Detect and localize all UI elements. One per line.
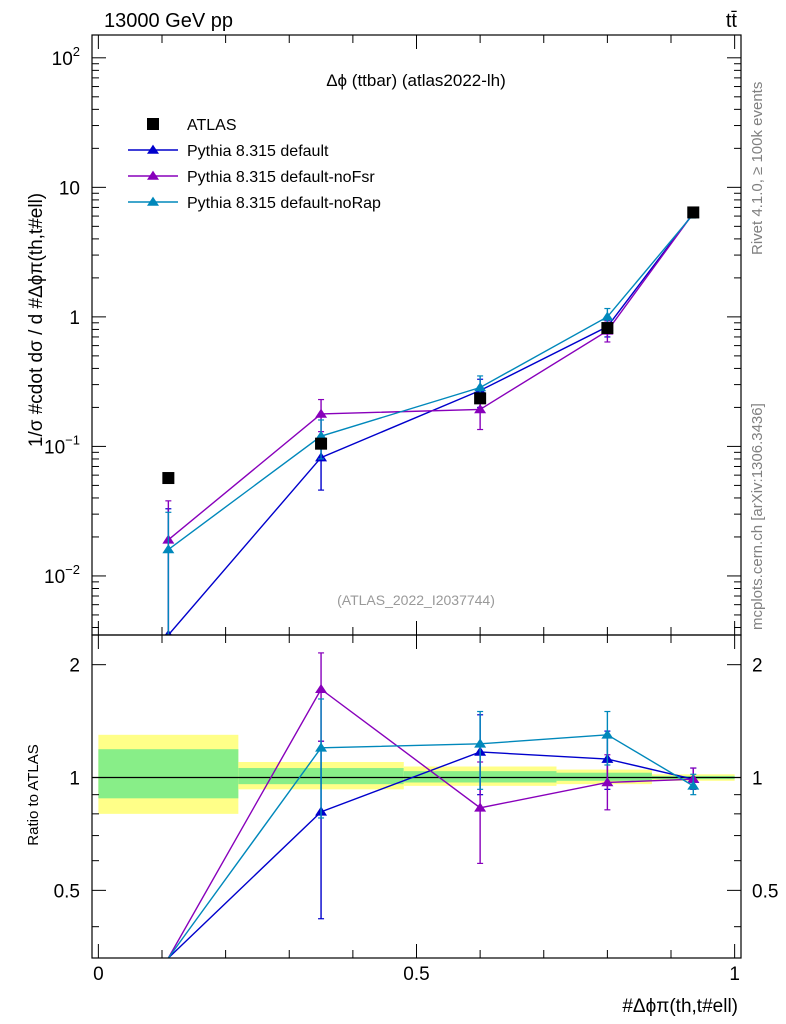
y-tick-label: 102 xyxy=(52,44,80,70)
ratio-point xyxy=(474,738,487,748)
ratio-band-inner xyxy=(98,749,239,799)
energy-label: 13000 GeV pp xyxy=(104,10,233,32)
ratio-tick-label-right: 2 xyxy=(752,656,763,677)
legend-marker-square xyxy=(147,118,159,130)
mcplots-label: mcplots.cern.ch [arXiv:1306.3436] xyxy=(749,403,766,630)
rivet-version-label: Rivet 4.1.0, ≥ 100k events xyxy=(749,82,766,255)
series-point xyxy=(601,311,614,321)
legend: ATLAS Pythia 8.315 default Pythia 8.315 de… xyxy=(128,117,381,212)
legend-marker-triangle xyxy=(147,144,159,154)
data-point xyxy=(315,437,328,450)
legend-label: Pythia 8.315 default-noFsr xyxy=(187,169,375,186)
series-point xyxy=(315,408,328,418)
legend-marker-triangle xyxy=(147,196,159,206)
ratio-tick-label-left: 2 xyxy=(69,656,80,677)
ratio-tick-label-right: 1 xyxy=(752,769,763,790)
series-point xyxy=(474,382,487,392)
y-tick-label: 10 xyxy=(59,178,80,199)
ratio-point xyxy=(601,777,614,787)
series-line xyxy=(167,213,694,551)
legend-label: Pythia 8.315 default xyxy=(187,143,329,160)
ratio-point xyxy=(474,802,487,812)
data-point xyxy=(601,322,614,335)
y-tick-label: 10−2 xyxy=(44,562,80,588)
ratio-point xyxy=(315,683,328,694)
y-tick-label: 1 xyxy=(69,308,80,329)
ratio-tick-label-right: 0.5 xyxy=(752,881,778,902)
x-axis-label: #Δϕπ(th,t#ell) xyxy=(622,996,738,1017)
ratio-line xyxy=(167,688,694,958)
ratio-panel xyxy=(92,652,741,958)
chart-title: Δϕ (ttbar) (atlas2022-lh) xyxy=(326,71,506,90)
x-tick-label: 0.5 xyxy=(403,964,429,985)
process-label: tt̄ xyxy=(726,10,738,32)
data-point xyxy=(474,392,487,405)
ratio-point xyxy=(315,742,328,752)
ratio-point xyxy=(687,780,700,790)
data-point xyxy=(162,472,175,485)
y-tick-label: 10−1 xyxy=(44,432,80,458)
x-tick-label: 0 xyxy=(93,964,104,985)
legend-label: Pythia 8.315 default-noRap xyxy=(187,195,381,212)
ratio-point xyxy=(601,729,614,739)
y-axis-label: 1/σ #cdot dσ / d #Δϕπ(th,t#ell) xyxy=(26,193,47,447)
ratio-tick-label-left: 1 xyxy=(69,769,80,790)
ratio-band-inner xyxy=(556,772,652,781)
ratio-tick-label-left: 0.5 xyxy=(54,881,80,902)
analysis-watermark: (ATLAS_2022_I2037744) xyxy=(337,592,495,608)
axes: 0 0.5 1 10−2 10−1 1 10 102 0.5 0.5 1 1 2 2 xyxy=(44,35,778,985)
series-point xyxy=(474,404,487,414)
x-tick-label: 1 xyxy=(729,964,740,985)
legend-label: ATLAS xyxy=(187,117,237,134)
series-line xyxy=(167,212,694,635)
series-point xyxy=(315,430,328,440)
series-point xyxy=(162,544,175,554)
legend-marker-triangle xyxy=(147,170,159,180)
data-point xyxy=(687,206,700,219)
main-panel xyxy=(162,206,700,635)
ratio-y-axis-label: Ratio to ATLAS xyxy=(25,744,42,845)
